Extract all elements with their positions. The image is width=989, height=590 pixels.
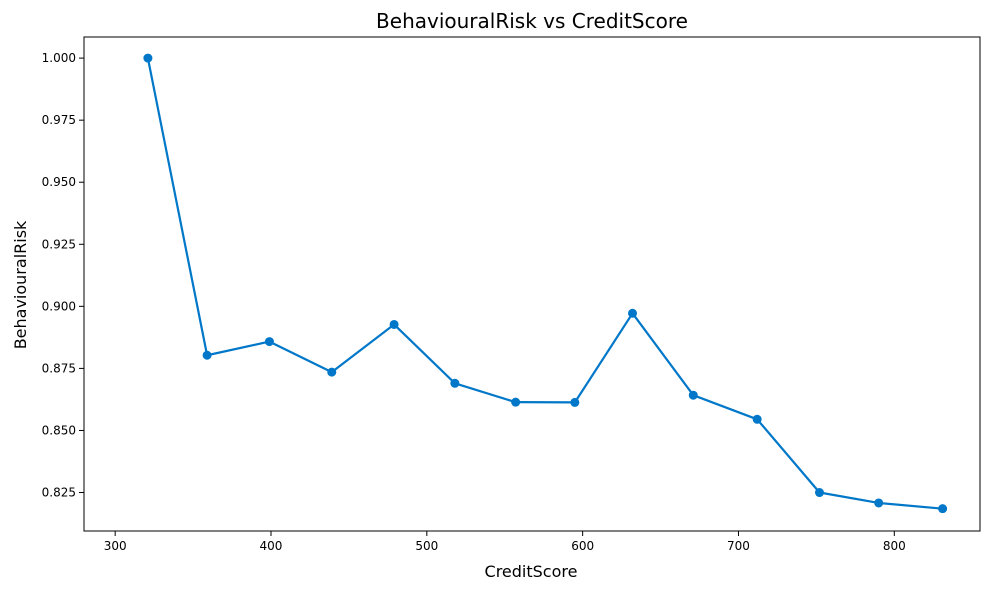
series-line-0 — [146, 57, 943, 510]
data-point-13 — [938, 504, 948, 514]
x-tick-label-800: 800 — [883, 539, 906, 553]
data-point-6 — [511, 397, 521, 407]
plot-frame — [83, 36, 981, 532]
plot-area: 300 400 500 600 700 800 0.825 0.850 0.875 0.900 0.… — [42, 36, 981, 553]
data-point-5 — [450, 378, 460, 388]
chart-title: BehaviouralRisk vs CreditScore — [376, 9, 688, 33]
data-point-8 — [628, 308, 638, 318]
data-point-10 — [752, 414, 762, 424]
y-tick-label-5: 0.950 — [42, 175, 76, 189]
data-point-1 — [202, 350, 212, 360]
y-axis-title: BehaviouralRisk — [11, 220, 30, 349]
data-point-7 — [570, 397, 580, 407]
y-tick-label-0: 0.825 — [42, 486, 76, 500]
data-point-4 — [389, 319, 399, 329]
x-tick-label-700: 700 — [727, 539, 750, 553]
x-axis-title: CreditScore — [485, 562, 578, 581]
data-point-0 — [143, 53, 153, 63]
data-point-2 — [264, 337, 274, 347]
y-tick-label-4: 0.925 — [42, 237, 76, 251]
x-tick-label-500: 500 — [415, 539, 438, 553]
y-tick-label-6: 0.975 — [42, 113, 76, 127]
x-tick-label-400: 400 — [260, 539, 283, 553]
y-tick-label-7: 1.000 — [42, 51, 76, 65]
x-tick-label-300: 300 — [104, 539, 127, 553]
y-tick-label-1: 0.850 — [42, 423, 76, 437]
x-tick-label-600: 600 — [571, 539, 594, 553]
data-point-9 — [688, 390, 698, 400]
data-point-12 — [874, 498, 884, 508]
y-tick-label-2: 0.875 — [42, 361, 76, 375]
data-point-3 — [327, 367, 337, 377]
y-tick-label-3: 0.900 — [42, 299, 76, 313]
data-point-11 — [814, 488, 824, 498]
